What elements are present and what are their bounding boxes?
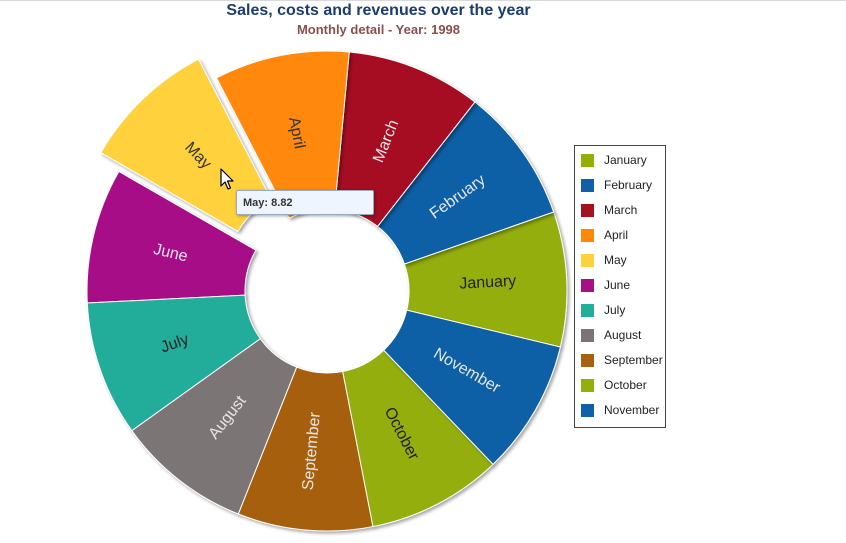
legend-label: February xyxy=(604,178,653,192)
legend-label: October xyxy=(604,378,647,392)
legend-label: March xyxy=(604,203,638,217)
legend-item-march[interactable]: March xyxy=(581,203,637,217)
legend-swatch xyxy=(581,353,594,367)
legend-swatch xyxy=(581,403,594,417)
legend-label: November xyxy=(604,403,660,417)
legend-item-february[interactable]: February xyxy=(581,178,652,192)
legend-item-october[interactable]: October xyxy=(581,378,647,392)
legend-item-january[interactable]: January xyxy=(581,153,647,167)
legend-label: June xyxy=(604,278,631,292)
tooltip-separator: : xyxy=(264,197,272,209)
legend-item-april[interactable]: April xyxy=(581,228,628,242)
legend-label: September xyxy=(604,353,663,367)
legend-label: January xyxy=(604,153,647,167)
legend-label: May xyxy=(604,253,627,267)
legend-item-may[interactable]: May xyxy=(581,253,627,267)
chart-legend: January February March April May June July Augu… xyxy=(574,145,666,428)
legend-swatch xyxy=(581,303,594,317)
legend-item-july[interactable]: July xyxy=(581,303,625,317)
tooltip-value: 8.82 xyxy=(271,197,293,209)
legend-swatch xyxy=(581,278,594,292)
legend-swatch xyxy=(581,253,594,267)
legend-item-june[interactable]: June xyxy=(581,278,630,292)
slice-november[interactable] xyxy=(383,309,561,466)
legend-item-september[interactable]: September xyxy=(581,353,663,367)
legend-swatch xyxy=(581,328,594,342)
legend-item-november[interactable]: November xyxy=(581,403,659,417)
legend-swatch xyxy=(581,228,594,242)
legend-swatch xyxy=(581,203,594,217)
legend-swatch xyxy=(581,178,594,192)
legend-label: April xyxy=(604,228,629,242)
chart-subtitle: Monthly detail - Year: 1998 xyxy=(296,22,461,37)
legend-label: July xyxy=(604,303,626,317)
legend-swatch xyxy=(581,153,594,167)
legend-item-august[interactable]: August xyxy=(581,328,641,342)
slice-label-january: January xyxy=(459,273,517,293)
tooltip-label: May xyxy=(243,197,265,209)
slice-tooltip: May: 8.82 xyxy=(236,190,374,215)
legend-swatch xyxy=(581,378,594,392)
mouse-pointer-icon xyxy=(220,168,234,190)
top-divider xyxy=(0,0,846,1)
slice-label-april: April xyxy=(285,116,308,151)
legend-label: August xyxy=(604,328,642,342)
chart-title: Sales, costs and revenues over the year xyxy=(226,2,531,19)
